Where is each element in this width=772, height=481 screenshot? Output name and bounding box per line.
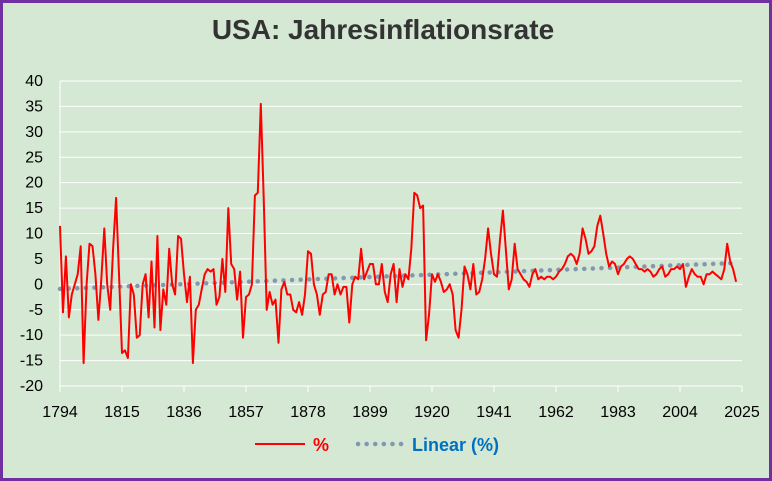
- y-tick-label: 25: [25, 149, 43, 166]
- y-tick-label: -20: [20, 378, 43, 395]
- x-axis-ticks: 1794 1815 1836 1857 1878 1899 1920 1941 1962 1983…: [42, 404, 760, 421]
- y-tick-label: -15: [20, 353, 43, 370]
- x-tick-label: 1920: [414, 404, 450, 421]
- x-tick-label: 1878: [290, 404, 326, 421]
- grid-lines: [59, 80, 743, 392]
- y-tick-label: 5: [34, 251, 43, 268]
- chart-title: USA: Jahresinflationsrate: [211, 14, 555, 45]
- y-tick-label: 35: [25, 98, 43, 115]
- y-tick-label: 15: [25, 200, 43, 217]
- x-tick-label: 1983: [600, 404, 636, 421]
- x-tick-label: 1899: [352, 404, 388, 421]
- x-tick-label: 1794: [42, 404, 78, 421]
- x-tick-label: 2025: [724, 404, 760, 421]
- x-tick-label: 1962: [538, 404, 574, 421]
- x-tick-label: 1941: [476, 404, 512, 421]
- legend-label-percent: %: [313, 435, 329, 455]
- legend-label-linear: Linear (%): [412, 435, 499, 455]
- y-tick-label: -10: [20, 327, 43, 344]
- x-tick-label: 2004: [662, 404, 698, 421]
- y-axis-ticks: -20 -15 -10 -5 0 5 10 15 20 25 30 35 40: [20, 73, 43, 395]
- y-tick-label: 30: [25, 124, 43, 141]
- x-tick-label: 1815: [104, 404, 140, 421]
- series-percent-line: [59, 102, 738, 365]
- y-tick-label: -5: [29, 302, 43, 319]
- x-tick-label: 1836: [166, 404, 202, 421]
- y-tick-label: 10: [25, 226, 43, 243]
- y-tick-label: 20: [25, 175, 43, 192]
- x-tick-label: 1857: [228, 404, 264, 421]
- y-tick-label: 0: [34, 276, 43, 293]
- y-tick-label: 40: [25, 73, 43, 90]
- legend: % Linear (%): [255, 435, 499, 455]
